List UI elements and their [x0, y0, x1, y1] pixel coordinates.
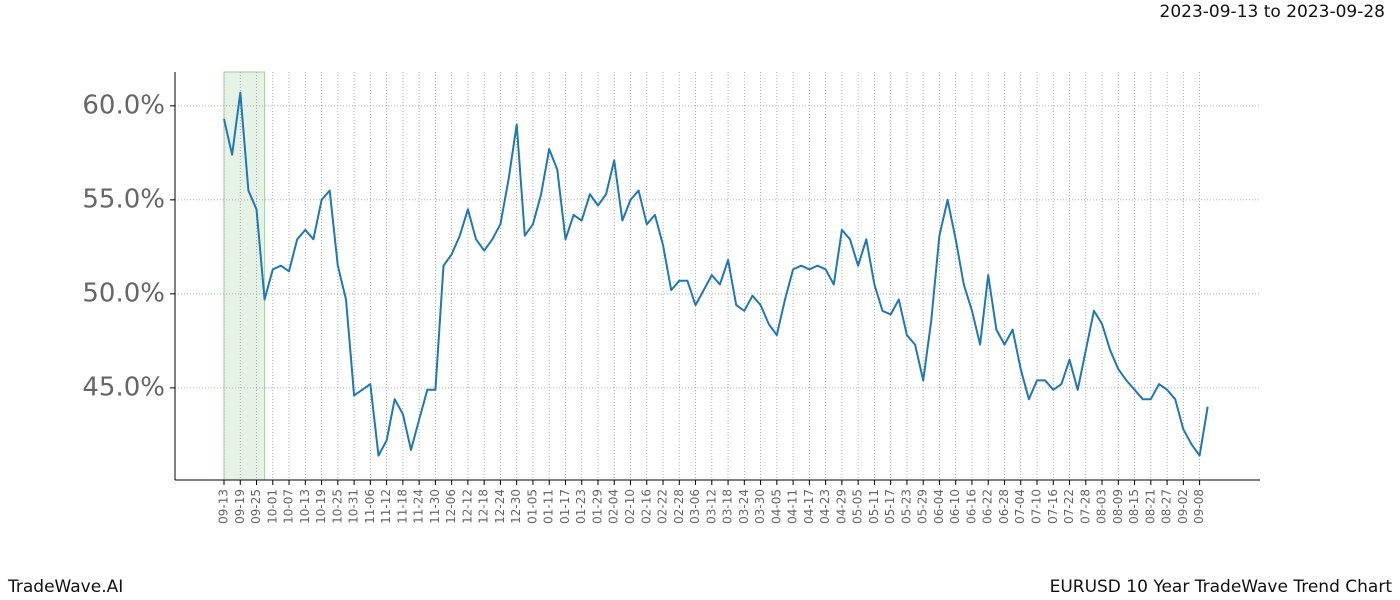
- x-tick-label: 04-11: [786, 489, 800, 524]
- x-tick-label: 11-06: [363, 489, 377, 524]
- x-tick-label: 12-30: [509, 489, 523, 524]
- x-tick-label: 10-31: [347, 489, 361, 524]
- line-series: [223, 91, 1209, 457]
- x-tick-label: 02-16: [639, 489, 653, 524]
- y-tick-label: 55.0%: [82, 184, 165, 214]
- x-tick-label: 07-22: [1062, 489, 1076, 524]
- x-tick-label: 04-17: [802, 489, 816, 524]
- x-tick-label: 11-18: [395, 489, 409, 524]
- x-tick-label: 08-27: [1160, 489, 1174, 524]
- x-tick-label: 09-13: [217, 489, 231, 524]
- x-tick-label: 07-04: [1013, 489, 1027, 524]
- x-tick-label: 03-24: [737, 489, 751, 524]
- x-tick-label: 10-07: [282, 489, 296, 524]
- x-tick-label: 03-06: [688, 489, 702, 524]
- x-tick-label: 11-30: [428, 489, 442, 524]
- x-tick-label: 05-29: [916, 489, 930, 524]
- x-tick-label: 08-03: [1095, 489, 1109, 524]
- x-tick-label: 09-02: [1176, 489, 1190, 524]
- x-tick-label: 01-17: [558, 489, 572, 524]
- x-tick-label: 01-05: [525, 489, 539, 524]
- x-tick-label: 02-28: [672, 489, 686, 524]
- x-tick-label: 06-16: [964, 489, 978, 524]
- x-tick-label: 08-15: [1127, 489, 1141, 524]
- x-tick-label: 10-13: [298, 489, 312, 524]
- x-tick-label: 07-10: [1030, 489, 1044, 524]
- x-tick-label: 01-11: [542, 489, 556, 524]
- x-tick-label: 04-29: [834, 489, 848, 524]
- x-tick-label: 05-05: [851, 489, 865, 524]
- x-tick-label: 06-22: [981, 489, 995, 524]
- y-tick-label: 45.0%: [82, 372, 165, 402]
- x-tick-label: 09-25: [249, 489, 263, 524]
- x-tick-label: 12-18: [477, 489, 491, 524]
- x-tick-label: 10-19: [314, 489, 328, 524]
- caption: EURUSD 10 Year TradeWave Trend Chart: [1050, 577, 1393, 597]
- x-tick-label: 11-24: [412, 489, 426, 524]
- x-tick-label: 10-01: [265, 489, 279, 524]
- x-tick-label: 08-21: [1143, 489, 1157, 524]
- x-tick-label: 02-22: [656, 489, 670, 524]
- x-tick-label: 06-04: [932, 489, 946, 524]
- x-tick-label: 09-19: [233, 489, 247, 524]
- x-tick-label: 03-18: [721, 489, 735, 524]
- x-tick-label: 02-10: [623, 489, 637, 524]
- x-tick-label: 08-09: [1111, 489, 1125, 524]
- x-tick-label: 01-23: [574, 489, 588, 524]
- x-tick-label: 09-08: [1192, 489, 1206, 524]
- x-tick-label: 05-23: [899, 489, 913, 524]
- x-tick-label: 07-16: [1046, 489, 1060, 524]
- brand: TradeWave.AI: [7, 577, 123, 597]
- x-tick-label: 07-28: [1078, 489, 1092, 524]
- x-tick-label: 02-04: [607, 489, 621, 524]
- x-tick-label: 03-12: [704, 489, 718, 524]
- x-tick-label: 03-30: [753, 489, 767, 524]
- x-tick-label: 12-24: [493, 489, 507, 524]
- x-tick-label: 10-25: [330, 489, 344, 524]
- x-tick-label: 01-29: [590, 489, 604, 524]
- x-tick-label: 12-12: [460, 489, 474, 524]
- x-tick-label: 05-11: [867, 489, 881, 524]
- x-tick-label: 12-06: [444, 489, 458, 524]
- y-tick-label: 60.0%: [82, 90, 165, 120]
- x-tick-label: 06-10: [948, 489, 962, 524]
- y-tick-label: 50.0%: [82, 278, 165, 308]
- x-tick-label: 04-05: [769, 489, 783, 524]
- x-tick-label: 11-12: [379, 489, 393, 524]
- x-tick-label: 06-28: [997, 489, 1011, 524]
- chart-title: 2023-09-13 to 2023-09-28: [1160, 2, 1385, 22]
- x-tick-label: 04-23: [818, 489, 832, 524]
- x-tick-label: 05-17: [883, 489, 897, 524]
